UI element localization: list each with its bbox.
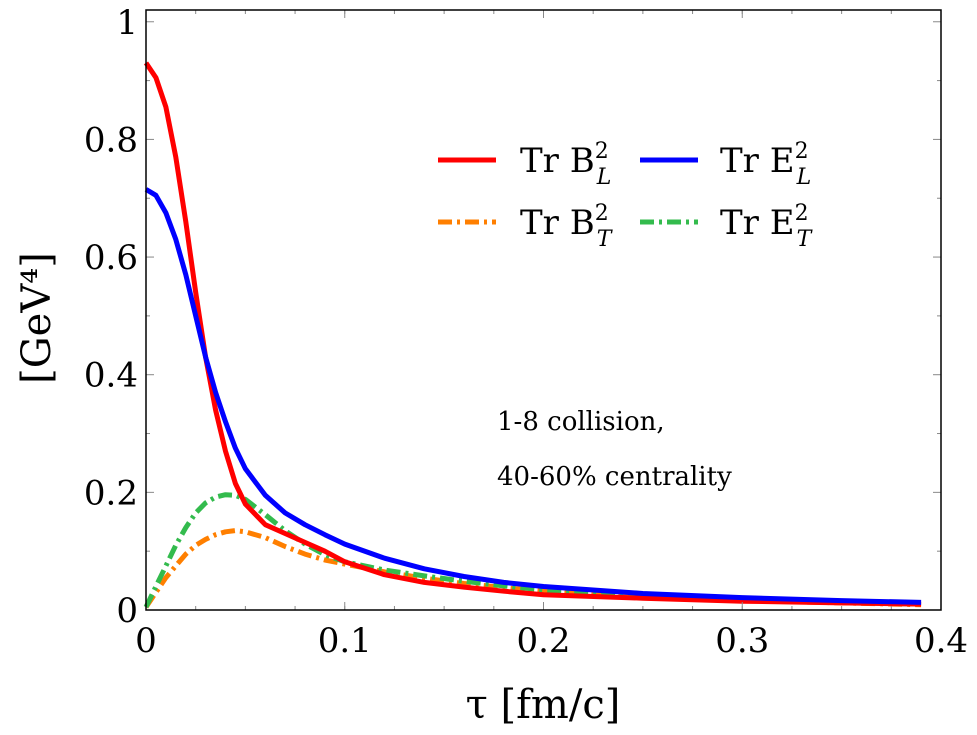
plot-frame: [145, 9, 942, 611]
legend-label: Tr E2 L: [720, 139, 811, 190]
ticks-layer: 0 0.1 0.2 0.3 0.4 0 0.2 0.4 0.6 0.8 1: [84, 3, 968, 661]
annotation: 1-8 collision, 40-60% centrality: [497, 407, 732, 492]
series-layer: [143, 61, 922, 609]
series-line-tr-b-t: [143, 528, 922, 609]
legend-label: Tr B2 T: [520, 201, 614, 252]
annotation-line-2: 40-60% centrality: [497, 462, 732, 492]
annotation-line-1: 1-8 collision,: [497, 407, 665, 437]
x-tick-label: 0.4: [914, 621, 968, 661]
legend: Tr B2 L Tr E2 L Tr B2 T Tr E2 T: [438, 139, 814, 252]
x-tick-label: 0.3: [715, 621, 769, 661]
x-axis-label: τ [fm/c]: [466, 682, 621, 728]
x-tick-label: 0: [135, 621, 157, 661]
y-tick-label: 0.2: [84, 473, 138, 513]
series-line-tr-e-t: [143, 492, 922, 609]
y-tick-label: 0.4: [84, 356, 138, 396]
y-tick-label: 0.6: [84, 238, 138, 278]
y-tick-label: 1: [116, 3, 138, 43]
x-tick-label: 0.2: [516, 621, 570, 661]
y-axis-label: [GeV⁴]: [14, 252, 60, 384]
x-tick-label: 0.1: [318, 621, 372, 661]
series-line-tr-e-l: [144, 187, 922, 605]
y-tick-label: 0.8: [84, 120, 138, 160]
legend-label: Tr E2 T: [720, 201, 814, 252]
series-line-tr-b-l: [143, 61, 922, 607]
legend-label: Tr B2 L: [520, 139, 611, 190]
y-tick-label: 0: [116, 591, 138, 631]
